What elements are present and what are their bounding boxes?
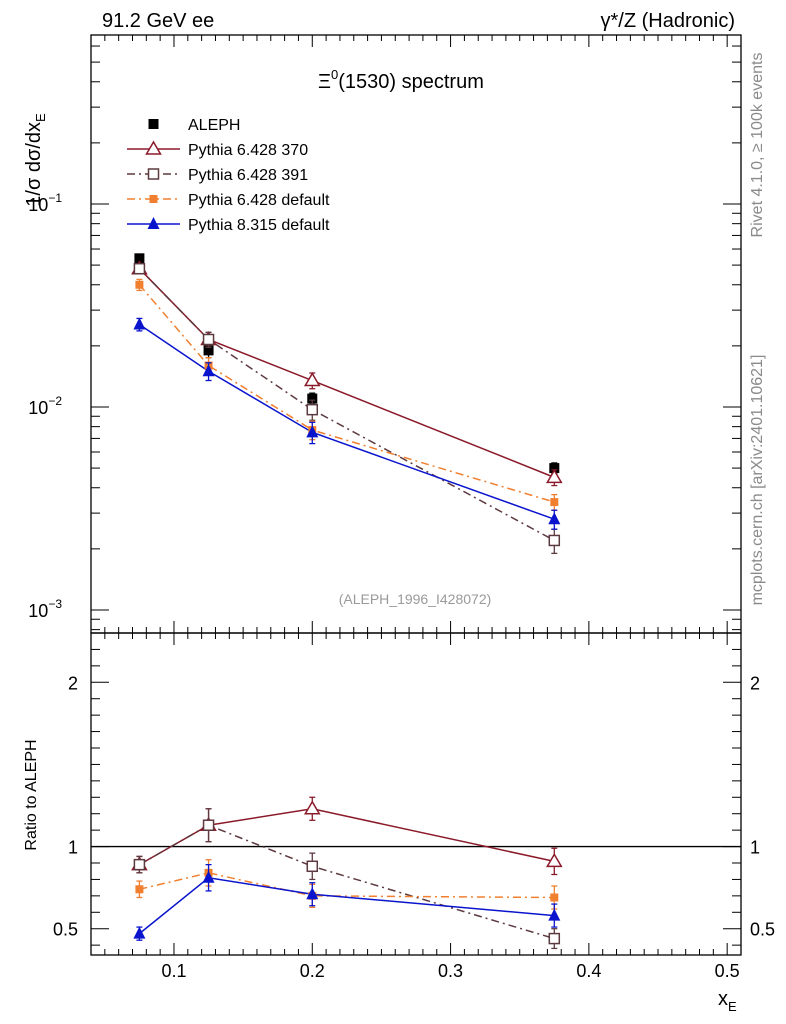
ratio-point-series-3 (306, 887, 319, 900)
mcplots-label: mcplots.cern.ch [arXiv:2401.10621] (749, 355, 766, 606)
ratio-point-series-1 (202, 819, 215, 831)
header-right: γ*/Z (Hadronic) (601, 10, 735, 32)
ratio-point-series-1 (133, 858, 146, 871)
legend-marker (148, 119, 159, 129)
ratio-panel-frame (90, 632, 742, 956)
title-superscript: 0 (331, 67, 338, 82)
main-point-series-0 (307, 393, 318, 404)
chart-title: Ξ0(1530) spectrum (318, 67, 484, 93)
main-ylabel-text: 1/σ dσ/dx (23, 122, 45, 207)
tick-marks (90, 35, 742, 955)
legend-label: ALEPH (188, 117, 240, 134)
ratio-y-axis-label: Ratio to ALEPH (23, 739, 40, 850)
ratio-point-series-2 (135, 885, 144, 894)
main-point-series-0 (203, 345, 214, 356)
tick-labels: 0.1 0.2 0.3 0.4 0.510−110−210−30.5 0.51 12 2 (28, 191, 775, 981)
rivet-label: Rivet 4.1.0, ≥ 100k events (749, 53, 766, 238)
y-tick-exponent: −1 (48, 191, 62, 205)
main-point-series-0 (549, 463, 560, 474)
main-line-series-4 (138, 323, 555, 520)
ratio-y-tick-label-left: 1 (68, 838, 78, 858)
y-tick-base: 10 (28, 601, 48, 621)
main-point-series-3 (550, 498, 559, 507)
x-tick-label: 0.3 (438, 961, 463, 981)
main-point-series-3 (135, 280, 144, 289)
ratio-point-series-0 (545, 852, 563, 868)
main-point-series-2 (202, 333, 215, 346)
main-ylabel-subscript: E (33, 113, 48, 122)
ratio-line-series-0 (139, 808, 555, 866)
data-points (131, 253, 563, 950)
y-tick-base: 10 (28, 195, 48, 215)
legend-marker (147, 217, 160, 229)
series-lines (91, 268, 741, 940)
main-point-series-1 (545, 468, 563, 484)
ratio-line-series-3 (138, 876, 555, 935)
main-point-series-4 (548, 512, 561, 525)
x-tick-label: 0.2 (300, 961, 325, 981)
y-tick-exponent: −3 (48, 597, 62, 611)
legend: ALEPH Pythia 6.428 370 Pythia 6.428 391 Pyt… (127, 117, 330, 234)
header-left: 91.2 GeV ee (102, 10, 214, 32)
main-point-series-0 (134, 253, 145, 264)
ratio-point-series-3 (548, 908, 561, 921)
main-point-series-4 (202, 364, 215, 377)
main-point-series-4 (306, 425, 319, 438)
x-tick-label: 0.1 (161, 961, 186, 981)
ratio-line-series-2 (139, 872, 555, 899)
xlabel-subscript: E (728, 999, 737, 1014)
main-point-series-1 (303, 372, 321, 387)
legend-label: Pythia 8.315 default (188, 217, 330, 234)
main-point-series-2 (133, 262, 146, 275)
ratio-point-series-1 (548, 932, 561, 945)
x-axis-label: xE (718, 988, 737, 1014)
ratio-point-series-3 (133, 926, 146, 939)
legend-marker (149, 195, 158, 203)
x-tick-label: 0.5 (715, 961, 740, 981)
y-tick-label: 10−3 (28, 597, 62, 621)
analysis-watermark: (ALEPH_1996_I428072) (339, 591, 492, 607)
ratio-point-series-1 (306, 860, 319, 873)
legend-label: Pythia 6.428 391 (188, 167, 308, 184)
ratio-point-series-3 (202, 870, 215, 883)
legend-label: Pythia 6.428 default (188, 192, 330, 209)
y-tick-label: 10−1 (28, 191, 62, 215)
legend-label: Pythia 6.428 370 (188, 142, 308, 159)
axis-labels: 91.2 GeV ee γ*/Z (Hadronic) Ξ0(1530) spe… (23, 10, 766, 1014)
y-tick-label: 10−2 (28, 394, 62, 418)
main-line-series-1 (138, 268, 555, 479)
ratio-y-tick-label-right: 1 (750, 838, 760, 858)
main-point-series-2 (548, 534, 561, 547)
title-rest: (1530) spectrum (338, 71, 484, 93)
legend-marker (145, 140, 162, 155)
ratio-y-tick-label-left: 2 (68, 673, 78, 693)
ratio-y-tick-label-left: 0.5 (53, 920, 78, 940)
y-tick-base: 10 (28, 398, 48, 418)
ratio-point-series-2 (550, 893, 559, 902)
main-point-series-2 (306, 403, 319, 416)
main-y-axis-label: 1/σ dσ/dxE (23, 113, 48, 207)
main-line-series-3 (138, 284, 555, 503)
main-point-series-4 (133, 317, 146, 330)
legend-marker (147, 168, 160, 180)
ratio-y-tick-label-right: 2 (750, 673, 760, 693)
ratio-y-tick-label-right: 0.5 (750, 920, 775, 940)
ratio-point-series-0 (303, 800, 321, 815)
main-line-series-2 (138, 268, 555, 542)
xlabel-text: x (718, 988, 728, 1010)
ratio-line-series-1 (139, 824, 555, 940)
panel-frames (90, 34, 742, 956)
title-xi: Ξ (318, 71, 331, 93)
y-tick-exponent: −2 (48, 394, 62, 408)
x-tick-label: 0.4 (576, 961, 601, 981)
